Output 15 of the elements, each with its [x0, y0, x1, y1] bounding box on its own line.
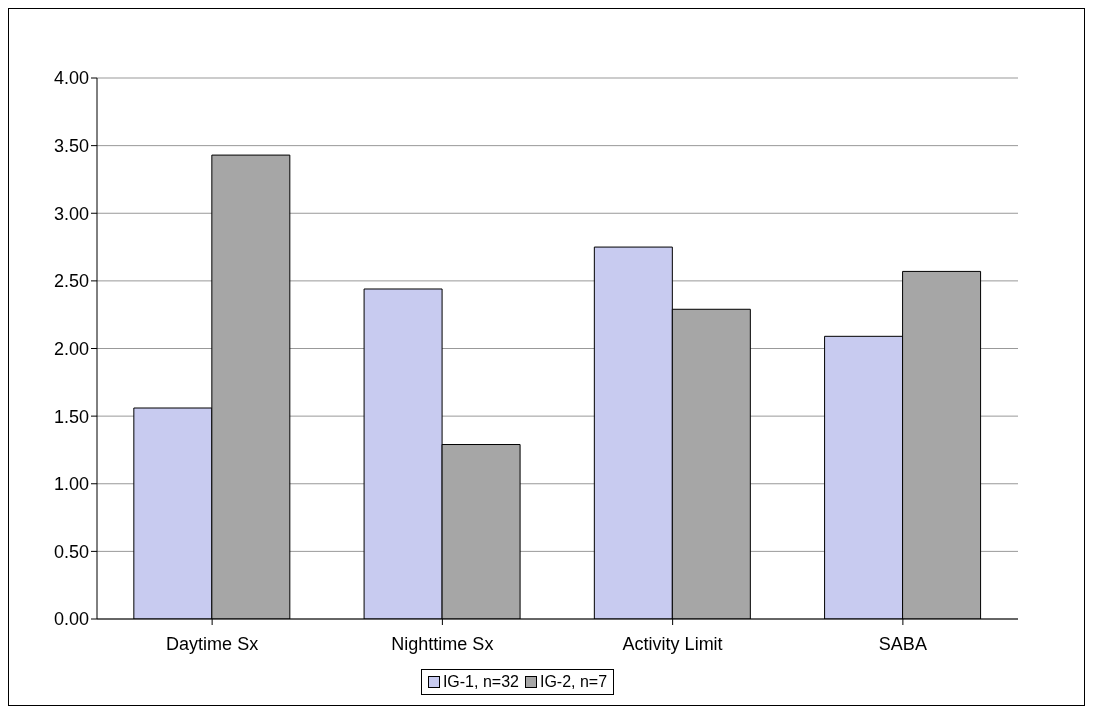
y-tick-label: 0.00: [53, 609, 89, 630]
y-tick-label: 3.00: [53, 203, 89, 224]
x-tick-label: Daytime Sx: [166, 633, 259, 654]
x-tick-label: Nighttime Sx: [391, 633, 494, 654]
x-tick-label: Activity Limit: [622, 633, 723, 654]
y-tick-label: 1.50: [53, 406, 89, 427]
y-tick-label: 2.00: [53, 338, 89, 359]
y-tick-label: 4.00: [53, 68, 89, 89]
y-tick-label: 3.50: [53, 136, 89, 157]
x-tick-label: SABA: [878, 633, 927, 654]
legend-label: IG-2, n=7: [538, 673, 608, 691]
y-tick-label: 2.50: [53, 271, 89, 292]
y-tick-label: 1.00: [53, 474, 89, 495]
y-tick-label: 0.50: [53, 541, 89, 562]
legend-label: IG-1, n=32: [441, 673, 519, 691]
